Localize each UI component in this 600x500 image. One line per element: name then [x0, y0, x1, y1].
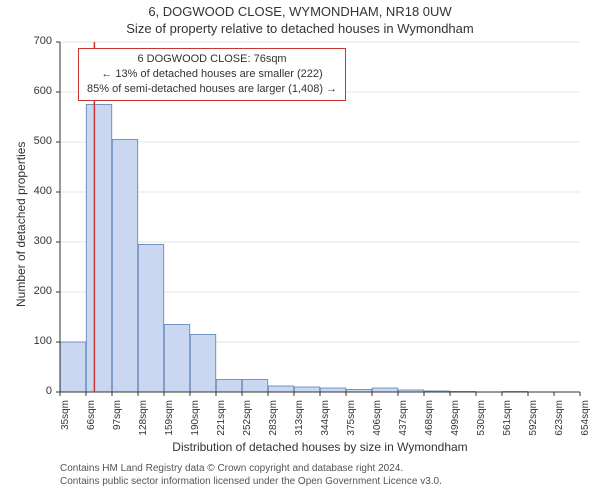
info-box: 6 DOGWOOD CLOSE: 76sqm ← 13% of detached… [78, 48, 346, 101]
y-tick-label: 300 [0, 235, 52, 247]
y-tick-label: 200 [0, 285, 52, 297]
y-tick-label: 0 [0, 385, 52, 397]
x-tick-label: 313sqm [294, 400, 305, 450]
footer-line-2: Contains public sector information licen… [60, 475, 442, 488]
y-tick-label: 700 [0, 35, 52, 47]
x-tick-label: 159sqm [164, 400, 175, 450]
footer-line-1: Contains HM Land Registry data © Crown c… [60, 462, 442, 475]
x-tick-label: 35sqm [60, 400, 71, 450]
y-tick-label: 600 [0, 85, 52, 97]
info-line-3: 85% of semi-detached houses are larger (… [87, 82, 337, 97]
x-tick-label: 623sqm [554, 400, 565, 450]
x-tick-label: 97sqm [112, 400, 123, 450]
footer-attribution: Contains HM Land Registry data © Crown c… [60, 462, 442, 488]
y-tick-label: 500 [0, 135, 52, 147]
x-tick-label: 344sqm [320, 400, 331, 450]
x-tick-label: 283sqm [268, 400, 279, 450]
x-tick-label: 221sqm [216, 400, 227, 450]
x-tick-label: 561sqm [502, 400, 513, 450]
x-tick-label: 128sqm [138, 400, 149, 450]
x-tick-label: 654sqm [580, 400, 591, 450]
y-axis-label: Number of detached properties [14, 142, 28, 307]
x-tick-label: 406sqm [372, 400, 383, 450]
x-tick-label: 190sqm [190, 400, 201, 450]
x-tick-label: 437sqm [398, 400, 409, 450]
info-line-2: ← 13% of detached houses are smaller (22… [87, 67, 337, 82]
y-tick-label: 400 [0, 185, 52, 197]
y-tick-label: 100 [0, 335, 52, 347]
chart-container: 6, DOGWOOD CLOSE, WYMONDHAM, NR18 0UW Si… [0, 0, 600, 500]
x-tick-label: 66sqm [86, 400, 97, 450]
x-tick-label: 592sqm [528, 400, 539, 450]
x-tick-label: 530sqm [476, 400, 487, 450]
x-tick-label: 468sqm [424, 400, 435, 450]
x-tick-label: 375sqm [346, 400, 357, 450]
info-line-1: 6 DOGWOOD CLOSE: 76sqm [87, 52, 337, 67]
x-tick-label: 252sqm [242, 400, 253, 450]
x-tick-label: 499sqm [450, 400, 461, 450]
